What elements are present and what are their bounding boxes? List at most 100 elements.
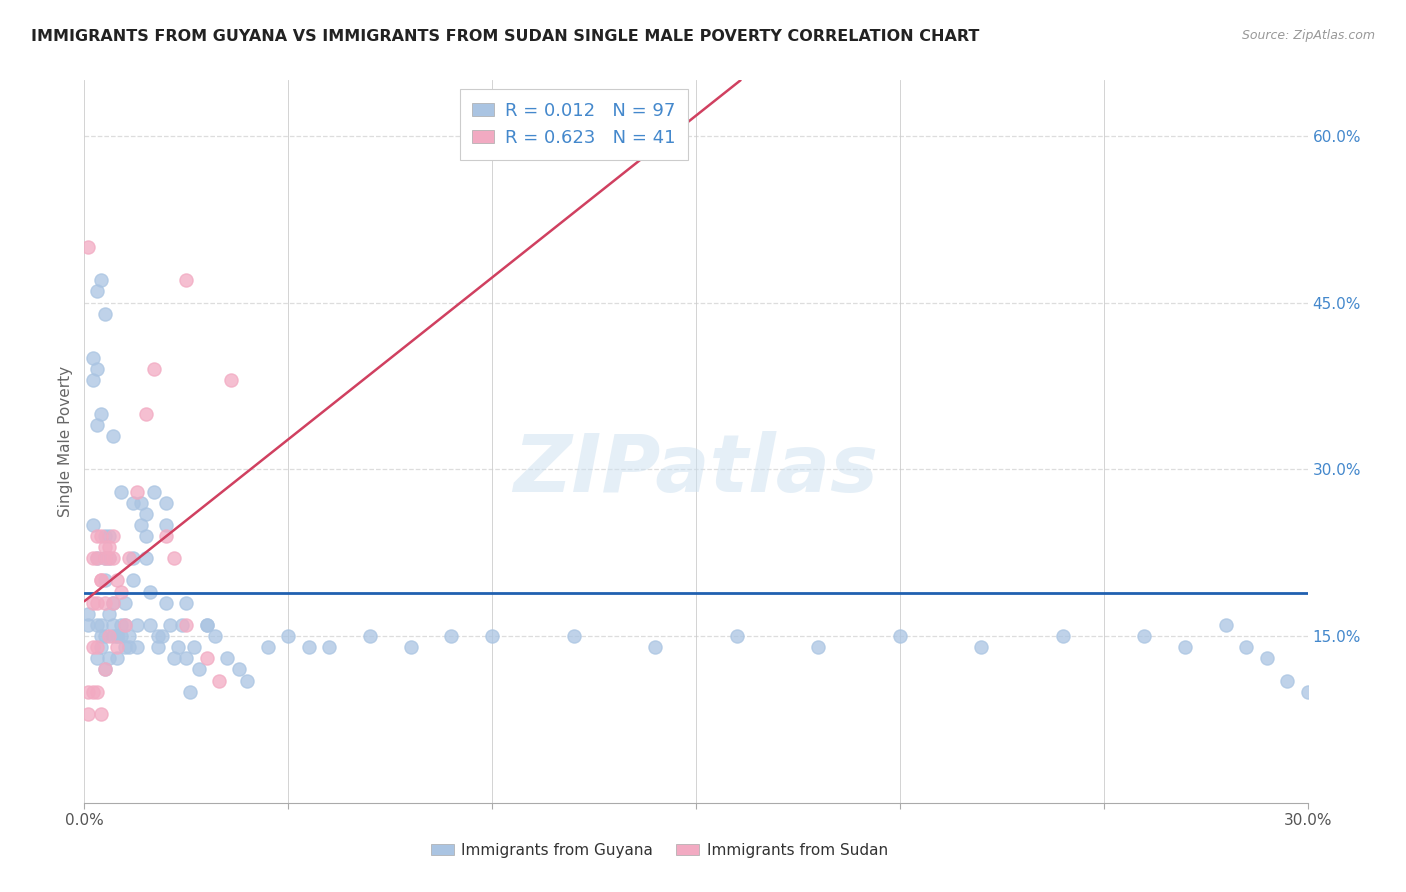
Point [86, 417, 108, 432]
Legend: Immigrants from Guyana, Immigrants from Sudan: Immigrants from Guyana, Immigrants from … [425, 837, 894, 863]
Point [122, 551, 145, 566]
Point [1296, 684, 1319, 698]
Point [105, 640, 128, 655]
Point [93, 629, 115, 643]
Point [82, 517, 104, 532]
Point [135, 529, 157, 543]
Point [101, 596, 124, 610]
Point [359, 629, 381, 643]
Point [77, 706, 100, 721]
Point [127, 618, 149, 632]
Point [90, 273, 112, 287]
Point [77, 684, 100, 698]
Point [146, 640, 169, 655]
Point [86, 596, 108, 610]
Point [86, 651, 108, 665]
Point [195, 651, 218, 665]
Point [101, 429, 124, 443]
Point [131, 496, 153, 510]
Point [1256, 651, 1278, 665]
Point [90, 574, 112, 588]
Point [155, 529, 177, 543]
Point [82, 551, 104, 566]
Point [298, 640, 321, 655]
Point [86, 640, 108, 655]
Point [725, 629, 748, 643]
Point [644, 640, 666, 655]
Point [90, 574, 112, 588]
Point [970, 640, 993, 655]
Point [122, 574, 145, 588]
Text: IMMIGRANTS FROM GUYANA VS IMMIGRANTS FROM SUDAN SINGLE MALE POVERTY CORRELATION : IMMIGRANTS FROM GUYANA VS IMMIGRANTS FRO… [31, 29, 980, 44]
Point [163, 551, 186, 566]
Point [97, 629, 120, 643]
Point [93, 596, 115, 610]
Point [159, 618, 181, 632]
Point [90, 618, 112, 632]
Point [138, 584, 160, 599]
Point [82, 640, 104, 655]
Point [236, 673, 259, 688]
Point [174, 273, 197, 287]
Point [86, 551, 108, 566]
Point [131, 517, 153, 532]
Point [172, 618, 194, 632]
Point [101, 596, 124, 610]
Point [86, 529, 108, 543]
Point [1133, 629, 1156, 643]
Point [277, 629, 299, 643]
Point [150, 629, 173, 643]
Point [93, 529, 115, 543]
Point [114, 640, 136, 655]
Point [77, 240, 100, 254]
Point [101, 629, 124, 643]
Point [167, 640, 190, 655]
Point [93, 551, 115, 566]
Point [90, 706, 112, 721]
Point [90, 640, 112, 655]
Point [90, 407, 112, 421]
Point [807, 640, 830, 655]
Point [97, 540, 120, 554]
Point [97, 607, 120, 621]
Point [204, 629, 226, 643]
Point [118, 551, 141, 566]
Point [101, 529, 124, 543]
Point [97, 551, 120, 566]
Point [86, 285, 108, 299]
Point [135, 407, 157, 421]
Text: Source: ZipAtlas.com: Source: ZipAtlas.com [1241, 29, 1375, 42]
Point [82, 351, 104, 366]
Point [105, 629, 128, 643]
Y-axis label: Single Male Poverty: Single Male Poverty [58, 366, 73, 517]
Point [217, 651, 239, 665]
Point [174, 618, 197, 632]
Point [110, 629, 132, 643]
Point [142, 484, 165, 499]
Point [318, 640, 340, 655]
Point [142, 362, 165, 376]
Point [90, 629, 112, 643]
Point [77, 618, 100, 632]
Point [105, 629, 128, 643]
Point [82, 373, 104, 387]
Point [155, 517, 177, 532]
Point [93, 551, 115, 566]
Point [174, 596, 197, 610]
Point [1236, 640, 1258, 655]
Point [163, 651, 186, 665]
Point [97, 651, 120, 665]
Point [114, 618, 136, 632]
Point [187, 662, 209, 676]
Point [228, 662, 250, 676]
Point [135, 551, 157, 566]
Point [179, 684, 201, 698]
Point [174, 651, 197, 665]
Point [195, 618, 218, 632]
Point [86, 684, 108, 698]
Point [77, 607, 100, 621]
Point [114, 618, 136, 632]
Point [562, 629, 585, 643]
Point [481, 629, 503, 643]
Point [101, 618, 124, 632]
